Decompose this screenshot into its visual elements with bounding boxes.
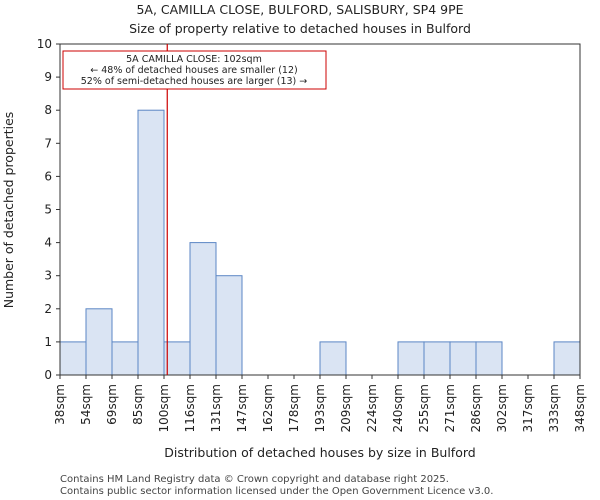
- x-tick-label: 162sqm: [261, 384, 275, 432]
- bar-85sqm: [137, 109, 165, 376]
- y-tick-label: 9: [44, 70, 52, 84]
- annotation-smaller: ← 48% of detached houses are smaller (12…: [90, 65, 297, 76]
- bar-286sqm: [475, 341, 503, 376]
- bar-255sqm: [423, 341, 451, 376]
- annotation-larger: 52% of semi-detached houses are larger (…: [81, 76, 308, 87]
- y-tick-label: 2: [44, 302, 52, 316]
- plot-frame: [59, 43, 581, 376]
- y-tick-label: 8: [44, 103, 52, 117]
- x-tick-label: 178sqm: [287, 384, 301, 432]
- x-tick-label: 333sqm: [547, 384, 561, 432]
- bar-240sqm: [397, 341, 425, 376]
- y-tick-label: 1: [44, 335, 52, 349]
- bar-271sqm: [449, 341, 477, 376]
- chart-title: 5A, CAMILLA CLOSE, BULFORD, SALISBURY, S…: [136, 2, 463, 17]
- x-tick-label: 286sqm: [469, 384, 483, 432]
- x-tick-label: 131sqm: [209, 384, 223, 432]
- footer-line-1: Contains HM Land Registry data © Crown c…: [60, 474, 449, 485]
- x-tick-labels: 38sqm 54sqm 69sqm 85sqm 100sqm 116sqm 131sqm 14…: [53, 384, 587, 432]
- x-tick-label: 147sqm: [235, 384, 249, 432]
- x-tick-label: 38sqm: [53, 384, 67, 425]
- bar-193sqm: [319, 341, 347, 376]
- x-tick-label: 255sqm: [417, 384, 431, 432]
- footer-line-2: Contains public sector information licen…: [60, 486, 493, 497]
- bar-100sqm: [163, 341, 191, 376]
- x-tick-label: 224sqm: [365, 384, 379, 432]
- y-tick-label: 7: [44, 136, 52, 150]
- bar-116sqm: [189, 242, 217, 376]
- y-tick-label: 4: [44, 236, 52, 250]
- x-tick-label: 209sqm: [339, 384, 353, 432]
- y-tick-label: 5: [44, 203, 52, 217]
- y-tick-label: 10: [37, 37, 52, 51]
- y-tick-label: 3: [44, 269, 52, 283]
- bars: [59, 109, 581, 376]
- y-tick-labels: 0 1 2 3 4 5 6 7 8 9 10: [37, 37, 52, 382]
- x-tick-label: 100sqm: [157, 384, 171, 432]
- bar-54sqm: [85, 308, 113, 376]
- bar-38sqm: [59, 341, 87, 376]
- annotation-title: 5A CAMILLA CLOSE: 102sqm: [126, 54, 262, 65]
- bar-333sqm: [553, 341, 581, 376]
- x-tick-label: 69sqm: [105, 384, 119, 425]
- x-tick-label: 317sqm: [521, 384, 535, 432]
- chart-subtitle: Size of property relative to detached ho…: [129, 21, 471, 36]
- x-tick-label: 271sqm: [443, 384, 457, 432]
- x-tick-label: 240sqm: [391, 384, 405, 432]
- x-tick-label: 348sqm: [573, 384, 587, 432]
- bar-131sqm: [215, 275, 243, 376]
- y-tick-label: 6: [44, 169, 52, 183]
- bar-69sqm: [111, 341, 139, 376]
- y-tick-marks: [56, 43, 581, 379]
- x-tick-label: 116sqm: [183, 384, 197, 432]
- x-axis-label: Distribution of detached houses by size …: [164, 445, 475, 460]
- x-tick-label: 54sqm: [79, 384, 93, 425]
- y-tick-label: 0: [44, 368, 52, 382]
- x-tick-label: 302sqm: [495, 384, 509, 432]
- x-tick-label: 85sqm: [131, 384, 145, 425]
- annotation-box: [62, 50, 327, 90]
- x-tick-label: 193sqm: [313, 384, 327, 432]
- y-axis-label: Number of detached properties: [1, 112, 16, 309]
